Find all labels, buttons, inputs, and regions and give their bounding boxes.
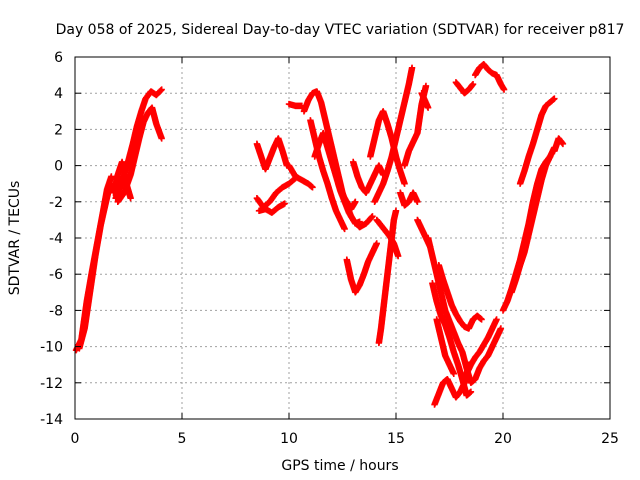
y-tick-label: -10 <box>40 340 63 356</box>
data-point <box>478 316 485 323</box>
data-point <box>158 135 165 142</box>
data-point <box>497 325 505 332</box>
x-tick-label: 0 <box>71 431 80 447</box>
data-point <box>559 140 567 148</box>
data-point <box>450 370 457 377</box>
data-point <box>127 194 134 202</box>
data-point <box>500 86 508 93</box>
data-point <box>394 252 402 260</box>
y-tick-label: -2 <box>49 195 63 211</box>
data-point <box>467 388 475 396</box>
x-tick-labels: 0 5 10 15 20 25 <box>71 431 619 447</box>
data-point <box>551 95 558 102</box>
x-axis-title: GPS time / hours <box>281 458 398 474</box>
data-point <box>392 207 400 215</box>
x-tick-label: 15 <box>387 431 405 447</box>
y-tick-label: 6 <box>54 50 63 66</box>
x-tick-label: 10 <box>280 431 298 447</box>
data-point <box>341 225 348 233</box>
chart-title: Day 058 of 2025, Sidereal Day-to-day VTE… <box>56 22 625 38</box>
data-point <box>373 240 380 247</box>
x-tick-label: 20 <box>494 431 512 447</box>
x-tick-label: 5 <box>178 431 187 447</box>
y-tick-label: 4 <box>54 86 63 102</box>
axis-ticks <box>74 56 611 420</box>
data-point <box>352 198 359 205</box>
data-point <box>422 82 430 90</box>
y-tick-label: -14 <box>40 412 63 428</box>
data-point <box>408 64 416 72</box>
data-point <box>281 200 288 207</box>
data-point <box>401 180 408 187</box>
data-point <box>469 80 477 88</box>
y-tick-label: -4 <box>49 231 63 247</box>
data-points <box>72 61 567 408</box>
y-tick-label: -6 <box>49 267 63 283</box>
y-axis-title: SDTVAR / TECUs <box>7 181 23 296</box>
data-point <box>424 104 432 111</box>
data-point <box>493 316 500 323</box>
y-tick-label: 0 <box>54 159 63 175</box>
y-tick-label: -12 <box>40 376 63 392</box>
data-point <box>108 173 115 180</box>
y-tick-labels: 6 4 2 0 -2 -4 -6 -8 -10 -12 -14 <box>40 50 63 428</box>
y-tick-label: -8 <box>49 303 63 319</box>
data-point <box>369 213 376 220</box>
x-tick-label: 25 <box>601 431 619 447</box>
data-point <box>309 184 316 191</box>
data-point <box>414 198 421 205</box>
data-point <box>158 86 165 93</box>
y-tick-label: 2 <box>54 122 63 138</box>
